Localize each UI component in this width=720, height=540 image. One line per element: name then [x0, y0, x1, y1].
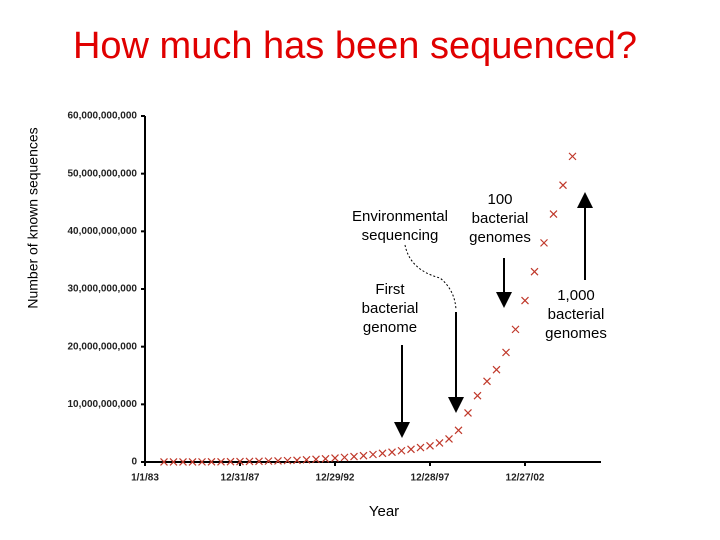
x-axis-label: Year: [369, 503, 399, 520]
data-point: [530, 267, 539, 276]
data-point: [435, 439, 444, 447]
chart-title: How much has been sequenced?: [73, 25, 637, 67]
data-point: [179, 458, 187, 466]
annotation: genomes: [545, 325, 607, 342]
connector: [404, 244, 457, 311]
data-point: [350, 452, 358, 461]
data-point: [369, 450, 377, 459]
data-point: [198, 457, 206, 466]
data-point: [492, 365, 501, 374]
x-tick-label: 12/28/97: [411, 473, 450, 484]
arrows: [394, 192, 593, 438]
data-point: [274, 456, 282, 465]
y-tick-label: 40,000,000,000: [67, 226, 137, 237]
data-point: [160, 458, 168, 466]
annotation: bacterial: [472, 210, 529, 227]
data-point: [207, 457, 216, 466]
data-point: [283, 456, 292, 465]
data-point: [483, 377, 491, 386]
y-tick-label: 0: [131, 457, 137, 468]
data-point: [559, 181, 567, 190]
data-point: [416, 443, 425, 452]
data-point: [464, 409, 472, 417]
annotation: Environmental: [352, 208, 448, 225]
data-point: [293, 456, 301, 465]
x-tick-label: 12/27/02: [506, 473, 545, 484]
annotation: sequencing: [362, 227, 439, 244]
data-point: [236, 457, 244, 466]
data-point: [521, 296, 529, 305]
data-point: [568, 152, 577, 161]
data-point: [340, 453, 349, 462]
data-point: [255, 457, 263, 466]
data-point: [549, 210, 558, 218]
connectors: [404, 244, 457, 311]
data-point: [407, 445, 415, 454]
data-point: [454, 426, 463, 435]
data-point: [312, 455, 320, 464]
data-point: [511, 325, 520, 334]
data-point: [245, 457, 254, 466]
data-point: [445, 435, 453, 443]
data-point: [331, 454, 339, 463]
data-point: [397, 446, 406, 455]
data-point: [502, 348, 510, 357]
data-point: [359, 451, 368, 460]
y-axis-label: Number of known sequences: [25, 127, 41, 308]
y-tick-label: 60,000,000,000: [67, 111, 137, 122]
data-point: [302, 455, 311, 464]
annotation: 100: [487, 191, 512, 208]
data-point: [169, 458, 178, 466]
data-point: [540, 238, 548, 247]
x-tick-label: 1/1/83: [131, 473, 159, 484]
annotation: First: [375, 281, 405, 298]
x-tick-label: 12/31/87: [221, 473, 260, 484]
y-tick-label: 50,000,000,000: [67, 168, 137, 179]
annotation: bacterial: [548, 306, 605, 323]
data-point: [226, 457, 235, 466]
y-tick-label: 20,000,000,000: [67, 341, 137, 352]
data-point: [321, 454, 330, 463]
annotation: genomes: [469, 229, 531, 246]
data-point: [188, 457, 197, 466]
y-tick-label: 30,000,000,000: [67, 284, 137, 295]
x-tick-label: 12/29/92: [316, 473, 355, 484]
annotation: bacterial: [362, 300, 419, 317]
annotation: genome: [363, 319, 417, 336]
data-point: [264, 457, 273, 466]
y-tick-label: 10,000,000,000: [67, 399, 137, 410]
data-point: [217, 457, 225, 466]
data-point: [388, 448, 396, 457]
data-point: [378, 449, 387, 458]
data-point: [426, 441, 434, 450]
annotation: 1,000: [557, 287, 595, 304]
data-point: [473, 391, 482, 400]
